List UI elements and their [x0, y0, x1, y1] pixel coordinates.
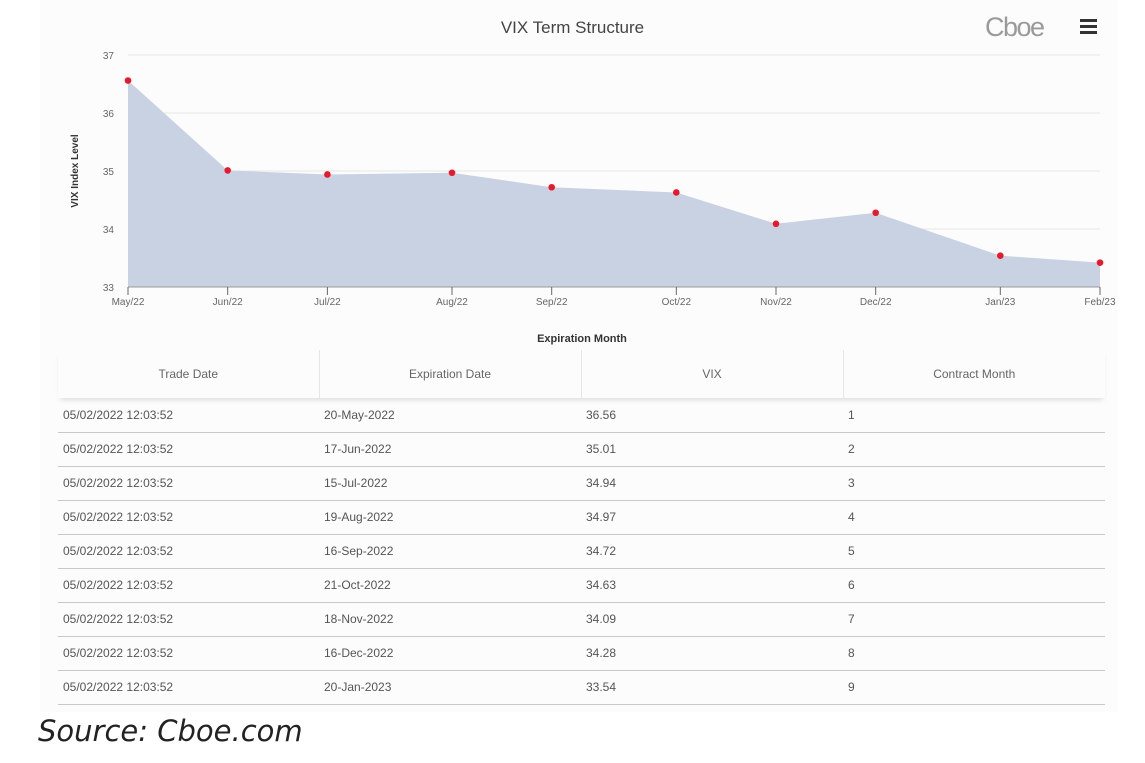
vix-cell: 36.56: [581, 398, 843, 433]
contract-month-cell: 9: [843, 670, 1105, 705]
vix-cell: 35.01: [581, 432, 843, 467]
vix-cell: 34.97: [581, 500, 843, 535]
source-caption: Source: Cboe.com: [38, 714, 303, 748]
expiration-date-cell: 17-Jun-2022: [319, 432, 581, 467]
expiration-date-cell: 20-Jan-2023: [319, 670, 581, 705]
data-point: [772, 220, 780, 228]
table-row: 05/02/2022 12:03:52 16-Dec-2022 34.28 8: [58, 636, 1105, 671]
contract-month-cell: 7: [843, 602, 1105, 637]
x-tick-label: Jan/23: [985, 297, 1015, 308]
contract-month-cell: 1: [843, 398, 1105, 433]
table-header-row: Trade Date Expiration Date VIX Contract …: [58, 350, 1105, 398]
contract-month-cell: 2: [843, 432, 1105, 467]
contract-month-cell: 4: [843, 500, 1105, 535]
expiration-date-cell: 15-Jul-2022: [319, 466, 581, 501]
data-point: [448, 169, 456, 177]
contract-month-cell: 8: [843, 636, 1105, 671]
expiration-date-cell: 16-Sep-2022: [319, 534, 581, 569]
trade-date-cell: 05/02/2022 12:03:52: [58, 466, 319, 501]
expiration-date-cell: 16-Dec-2022: [319, 636, 581, 671]
cboe-logo: Cboe: [985, 12, 1045, 42]
vix-area-series: [128, 80, 1100, 288]
x-tick-label: Dec/22: [860, 297, 892, 308]
x-tick-label: Feb/23: [1084, 297, 1116, 308]
table-row: 05/02/2022 12:03:52 18-Nov-2022 34.09 7: [58, 602, 1105, 637]
vix-cell: 34.63: [581, 568, 843, 603]
trade-date-cell: 05/02/2022 12:03:52: [58, 534, 319, 569]
y-tick-label: 35: [103, 167, 115, 178]
hamburger-menu-icon[interactable]: [1080, 19, 1097, 34]
table-row: 05/02/2022 12:03:52 16-Sep-2022 34.72 5: [58, 534, 1105, 569]
contract-month-cell: 5: [843, 534, 1105, 569]
x-tick-label: Nov/22: [760, 297, 792, 308]
table-row: 05/02/2022 12:03:52 19-Aug-2022 34.97 4: [58, 500, 1105, 535]
vix-cell: 34.28: [581, 636, 843, 671]
data-point: [324, 171, 331, 178]
vix-data-table: Trade Date Expiration Date VIX Contract …: [58, 350, 1105, 705]
x-tick-label: Sep/22: [536, 297, 568, 308]
vix-cell: 34.09: [581, 602, 843, 637]
vix-cell: 33.54: [581, 670, 843, 705]
y-tick-label: 33: [103, 283, 115, 294]
table-row: 05/02/2022 12:03:52 20-Jan-2023 33.54 9: [58, 670, 1105, 705]
trade-date-cell: 05/02/2022 12:03:52: [58, 670, 319, 705]
y-tick-label: 37: [103, 51, 115, 62]
trade-date-cell: 05/02/2022 12:03:52: [58, 432, 319, 467]
data-point: [124, 77, 132, 84]
contract-month-cell: 6: [843, 568, 1105, 603]
vix-term-structure-chart: 33 34 35 36 37 May/22 Jun/22 Jul/22 Aug/22 Sep/22…: [70, 51, 1116, 345]
column-header-trade-date[interactable]: Trade Date: [58, 350, 320, 398]
x-tick-label: Jul/22: [314, 297, 341, 308]
contract-month-cell: 3: [843, 466, 1105, 501]
column-header-expiration-date[interactable]: Expiration Date: [319, 350, 582, 398]
y-tick-label: 36: [103, 109, 115, 120]
x-tick-label: Jun/22: [213, 297, 243, 308]
column-header-vix[interactable]: VIX: [581, 350, 844, 398]
y-axis-title: VIX Index Level: [70, 134, 81, 208]
data-point: [1096, 259, 1104, 266]
vix-cell: 34.72: [581, 534, 843, 569]
x-axis-title: Expiration Month: [537, 333, 627, 345]
data-point: [548, 183, 555, 191]
data-point: [997, 252, 1004, 259]
data-point: [224, 167, 231, 174]
x-tick-label: Aug/22: [436, 297, 468, 308]
table-row: 05/02/2022 12:03:52 21-Oct-2022 34.63 6: [58, 568, 1105, 603]
table-row: 05/02/2022 12:03:52 20-May-2022 36.56 1: [58, 398, 1105, 433]
trade-date-cell: 05/02/2022 12:03:52: [58, 398, 319, 433]
trade-date-cell: 05/02/2022 12:03:52: [58, 636, 319, 671]
data-point: [673, 189, 680, 196]
trade-date-cell: 05/02/2022 12:03:52: [58, 568, 319, 603]
table-row: 05/02/2022 12:03:52 15-Jul-2022 34.94 3: [58, 466, 1105, 501]
x-tick-label: Oct/22: [662, 297, 692, 308]
chart-title: VIX Term Structure: [500, 18, 645, 37]
table-row: 05/02/2022 12:03:52 17-Jun-2022 35.01 2: [58, 432, 1105, 467]
trade-date-cell: 05/02/2022 12:03:52: [58, 500, 319, 535]
x-tick-label: May/22: [112, 297, 145, 308]
table-body: 05/02/2022 12:03:52 20-May-2022 36.56 1 05/0…: [58, 398, 1105, 705]
vix-cell: 34.94: [581, 466, 843, 501]
y-tick-label: 34: [103, 225, 115, 236]
column-header-contract-month[interactable]: Contract Month: [843, 350, 1105, 398]
expiration-date-cell: 20-May-2022: [319, 398, 581, 433]
expiration-date-cell: 19-Aug-2022: [319, 500, 581, 535]
data-point: [872, 209, 879, 217]
expiration-date-cell: 21-Oct-2022: [319, 568, 581, 603]
trade-date-cell: 05/02/2022 12:03:52: [58, 602, 319, 637]
expiration-date-cell: 18-Nov-2022: [319, 602, 581, 637]
